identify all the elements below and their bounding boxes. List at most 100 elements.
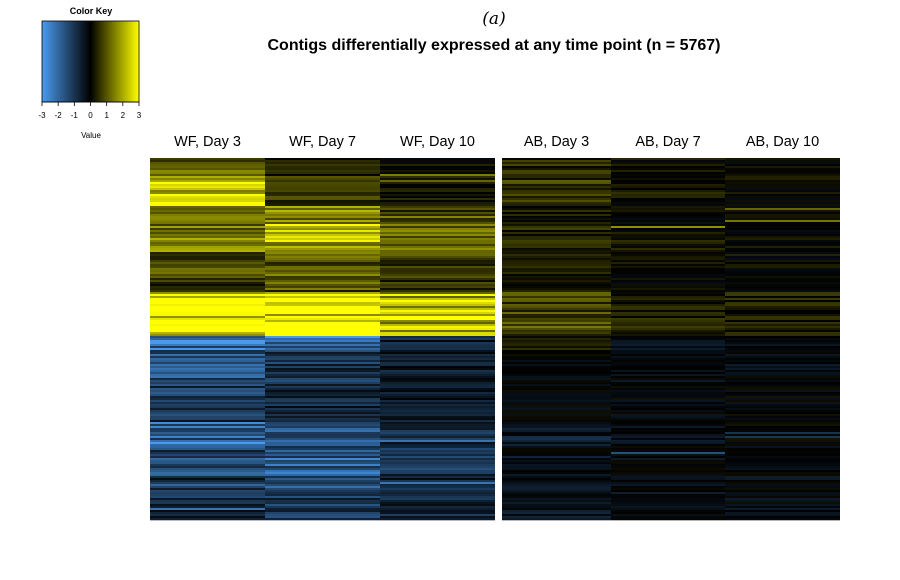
heatmap-cell	[380, 352, 495, 355]
heatmap-cell	[380, 372, 495, 375]
heatmap-cell	[150, 374, 265, 377]
heatmap-cell	[150, 380, 265, 383]
heatmap-cell	[502, 408, 611, 411]
heatmap-cell	[611, 214, 725, 217]
heatmap-cell	[725, 330, 840, 333]
heatmap-cell	[380, 402, 495, 405]
heatmap-cell	[380, 354, 495, 357]
heatmap-cell	[265, 200, 380, 203]
heatmap-cell	[150, 362, 265, 365]
heatmap-cell	[150, 422, 265, 425]
heatmap-cell	[150, 160, 265, 163]
heatmap-cell	[380, 480, 495, 483]
heatmap-cell	[725, 502, 840, 505]
heatmap-cell	[725, 338, 840, 341]
heatmap-cell	[502, 354, 611, 357]
heatmap-cell	[150, 306, 265, 309]
heatmap-cell	[502, 420, 611, 423]
heatmap-cell	[150, 174, 265, 177]
heatmap-cell	[725, 430, 840, 433]
heatmap-cell	[502, 500, 611, 503]
heatmap-cell	[150, 204, 265, 207]
heatmap-cell	[380, 406, 495, 409]
heatmap-cell	[611, 230, 725, 233]
heatmap-cell	[150, 476, 265, 479]
heatmap-cell	[502, 326, 611, 329]
heatmap-cell	[380, 330, 495, 333]
heatmap-cell	[725, 182, 840, 185]
heatmap-cell	[265, 264, 380, 267]
heatmap-cell	[502, 188, 611, 191]
heatmap-cell	[380, 180, 495, 183]
heatmap-cell	[725, 428, 840, 431]
heatmap-cell	[725, 226, 840, 229]
heatmap-cell	[611, 472, 725, 475]
heatmap-cell	[150, 424, 265, 427]
heatmap-cell	[265, 510, 380, 513]
heatmap-cell	[502, 386, 611, 389]
heatmap-cell	[150, 172, 265, 175]
heatmap-cell	[265, 488, 380, 491]
heatmap-cell	[150, 220, 265, 223]
heatmap-cell	[380, 204, 495, 207]
heatmap-cell	[611, 464, 725, 467]
heatmap-cell	[502, 158, 611, 161]
heatmap-cell	[725, 184, 840, 187]
heatmap-cell	[150, 496, 265, 499]
heatmap-cell	[502, 222, 611, 225]
heatmap-cell	[150, 238, 265, 241]
heatmap-cell	[502, 186, 611, 189]
heatmap-cell	[380, 308, 495, 311]
heatmap-cell	[265, 206, 380, 209]
heatmap-cell	[502, 398, 611, 401]
heatmap-cell	[725, 320, 840, 323]
heatmap-cell	[725, 434, 840, 437]
heatmap-cell	[150, 218, 265, 221]
heatmap-cell	[265, 430, 380, 433]
heatmap-cell	[150, 236, 265, 239]
heatmap-cell	[725, 360, 840, 363]
heatmap-cell	[380, 390, 495, 393]
heatmap-cell	[265, 376, 380, 379]
heatmap-cell	[502, 162, 611, 165]
heatmap-cell	[611, 458, 725, 461]
heatmap-cell	[611, 182, 725, 185]
heatmap-cell	[611, 490, 725, 493]
heatmap-cell	[611, 326, 725, 329]
heatmap-cell	[265, 242, 380, 245]
heatmap-cell	[611, 514, 725, 517]
heatmap-cell	[725, 340, 840, 343]
heatmap-cell	[725, 386, 840, 389]
heatmap-cell	[502, 220, 611, 223]
heatmap-cell	[380, 158, 495, 161]
heatmap-cell	[502, 472, 611, 475]
heatmap-cell	[150, 212, 265, 215]
heatmap-cell	[150, 280, 265, 283]
heatmap-cell	[265, 464, 380, 467]
heatmap-cell	[265, 350, 380, 353]
heatmap-cell	[502, 396, 611, 399]
heatmap-cell	[150, 344, 265, 347]
heatmap-cell	[380, 454, 495, 457]
heatmap-cell	[265, 518, 380, 521]
heatmap-cell	[265, 284, 380, 287]
heatmap-cell	[150, 390, 265, 393]
heatmap-cell	[380, 460, 495, 463]
heatmap-cell	[265, 454, 380, 457]
heatmap-cell	[265, 328, 380, 331]
heatmap-cell	[502, 482, 611, 485]
heatmap-cell	[150, 202, 265, 205]
heatmap-cell	[611, 396, 725, 399]
heatmap-cell	[265, 466, 380, 469]
heatmap-cell	[502, 302, 611, 305]
heatmap-column	[611, 158, 725, 521]
heatmap-cell	[502, 240, 611, 243]
heatmap-cell	[265, 458, 380, 461]
heatmap-cell	[150, 248, 265, 251]
heatmap-cell	[611, 382, 725, 385]
heatmap-cell	[502, 212, 611, 215]
heatmap-cell	[725, 466, 840, 469]
heatmap-cell	[265, 360, 380, 363]
heatmap-cell	[502, 404, 611, 407]
heatmap-cell	[725, 288, 840, 291]
